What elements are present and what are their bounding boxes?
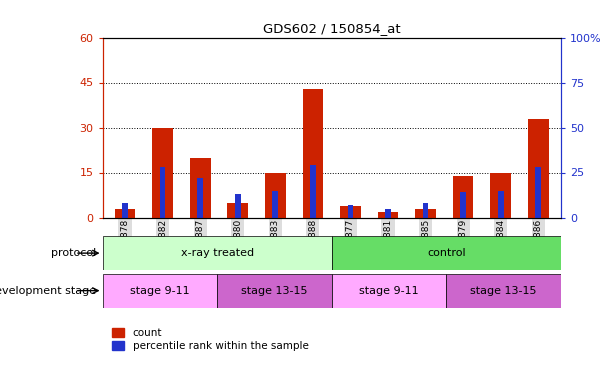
Bar [535, 167, 541, 217]
Bar [377, 211, 399, 217]
Text: control: control [427, 248, 466, 258]
Text: protocol: protocol [51, 248, 96, 258]
Bar [446, 274, 561, 308]
Bar [235, 194, 241, 217]
Bar [498, 190, 504, 217]
Text: stage 9-11: stage 9-11 [130, 286, 189, 296]
Bar [340, 206, 361, 218]
Legend: count, percentile rank within the sample: count, percentile rank within the sample [108, 324, 313, 356]
Bar [227, 202, 248, 217]
Bar [303, 88, 323, 218]
Text: stage 9-11: stage 9-11 [359, 286, 418, 296]
Bar [115, 209, 136, 218]
Bar [415, 209, 436, 218]
Bar [460, 192, 466, 217]
Bar [347, 205, 353, 218]
Bar [197, 178, 203, 218]
Bar [332, 236, 561, 270]
Bar [122, 203, 128, 217]
Bar [332, 274, 446, 308]
Bar [423, 203, 428, 217]
Bar [385, 209, 391, 218]
Bar [103, 236, 332, 270]
Bar [265, 172, 286, 217]
Text: development stage: development stage [0, 286, 96, 296]
Bar [103, 274, 217, 308]
Text: stage 13-15: stage 13-15 [241, 286, 308, 296]
Text: stage 13-15: stage 13-15 [470, 286, 537, 296]
Bar [453, 176, 473, 217]
Bar [490, 172, 511, 217]
Bar [153, 128, 173, 218]
Bar [273, 190, 278, 217]
Bar [310, 165, 316, 218]
Bar [528, 118, 549, 218]
Text: x-ray treated: x-ray treated [180, 248, 254, 258]
Bar [190, 158, 210, 218]
Bar [217, 274, 332, 308]
Bar [160, 167, 165, 217]
Title: GDS602 / 150854_at: GDS602 / 150854_at [263, 22, 400, 35]
